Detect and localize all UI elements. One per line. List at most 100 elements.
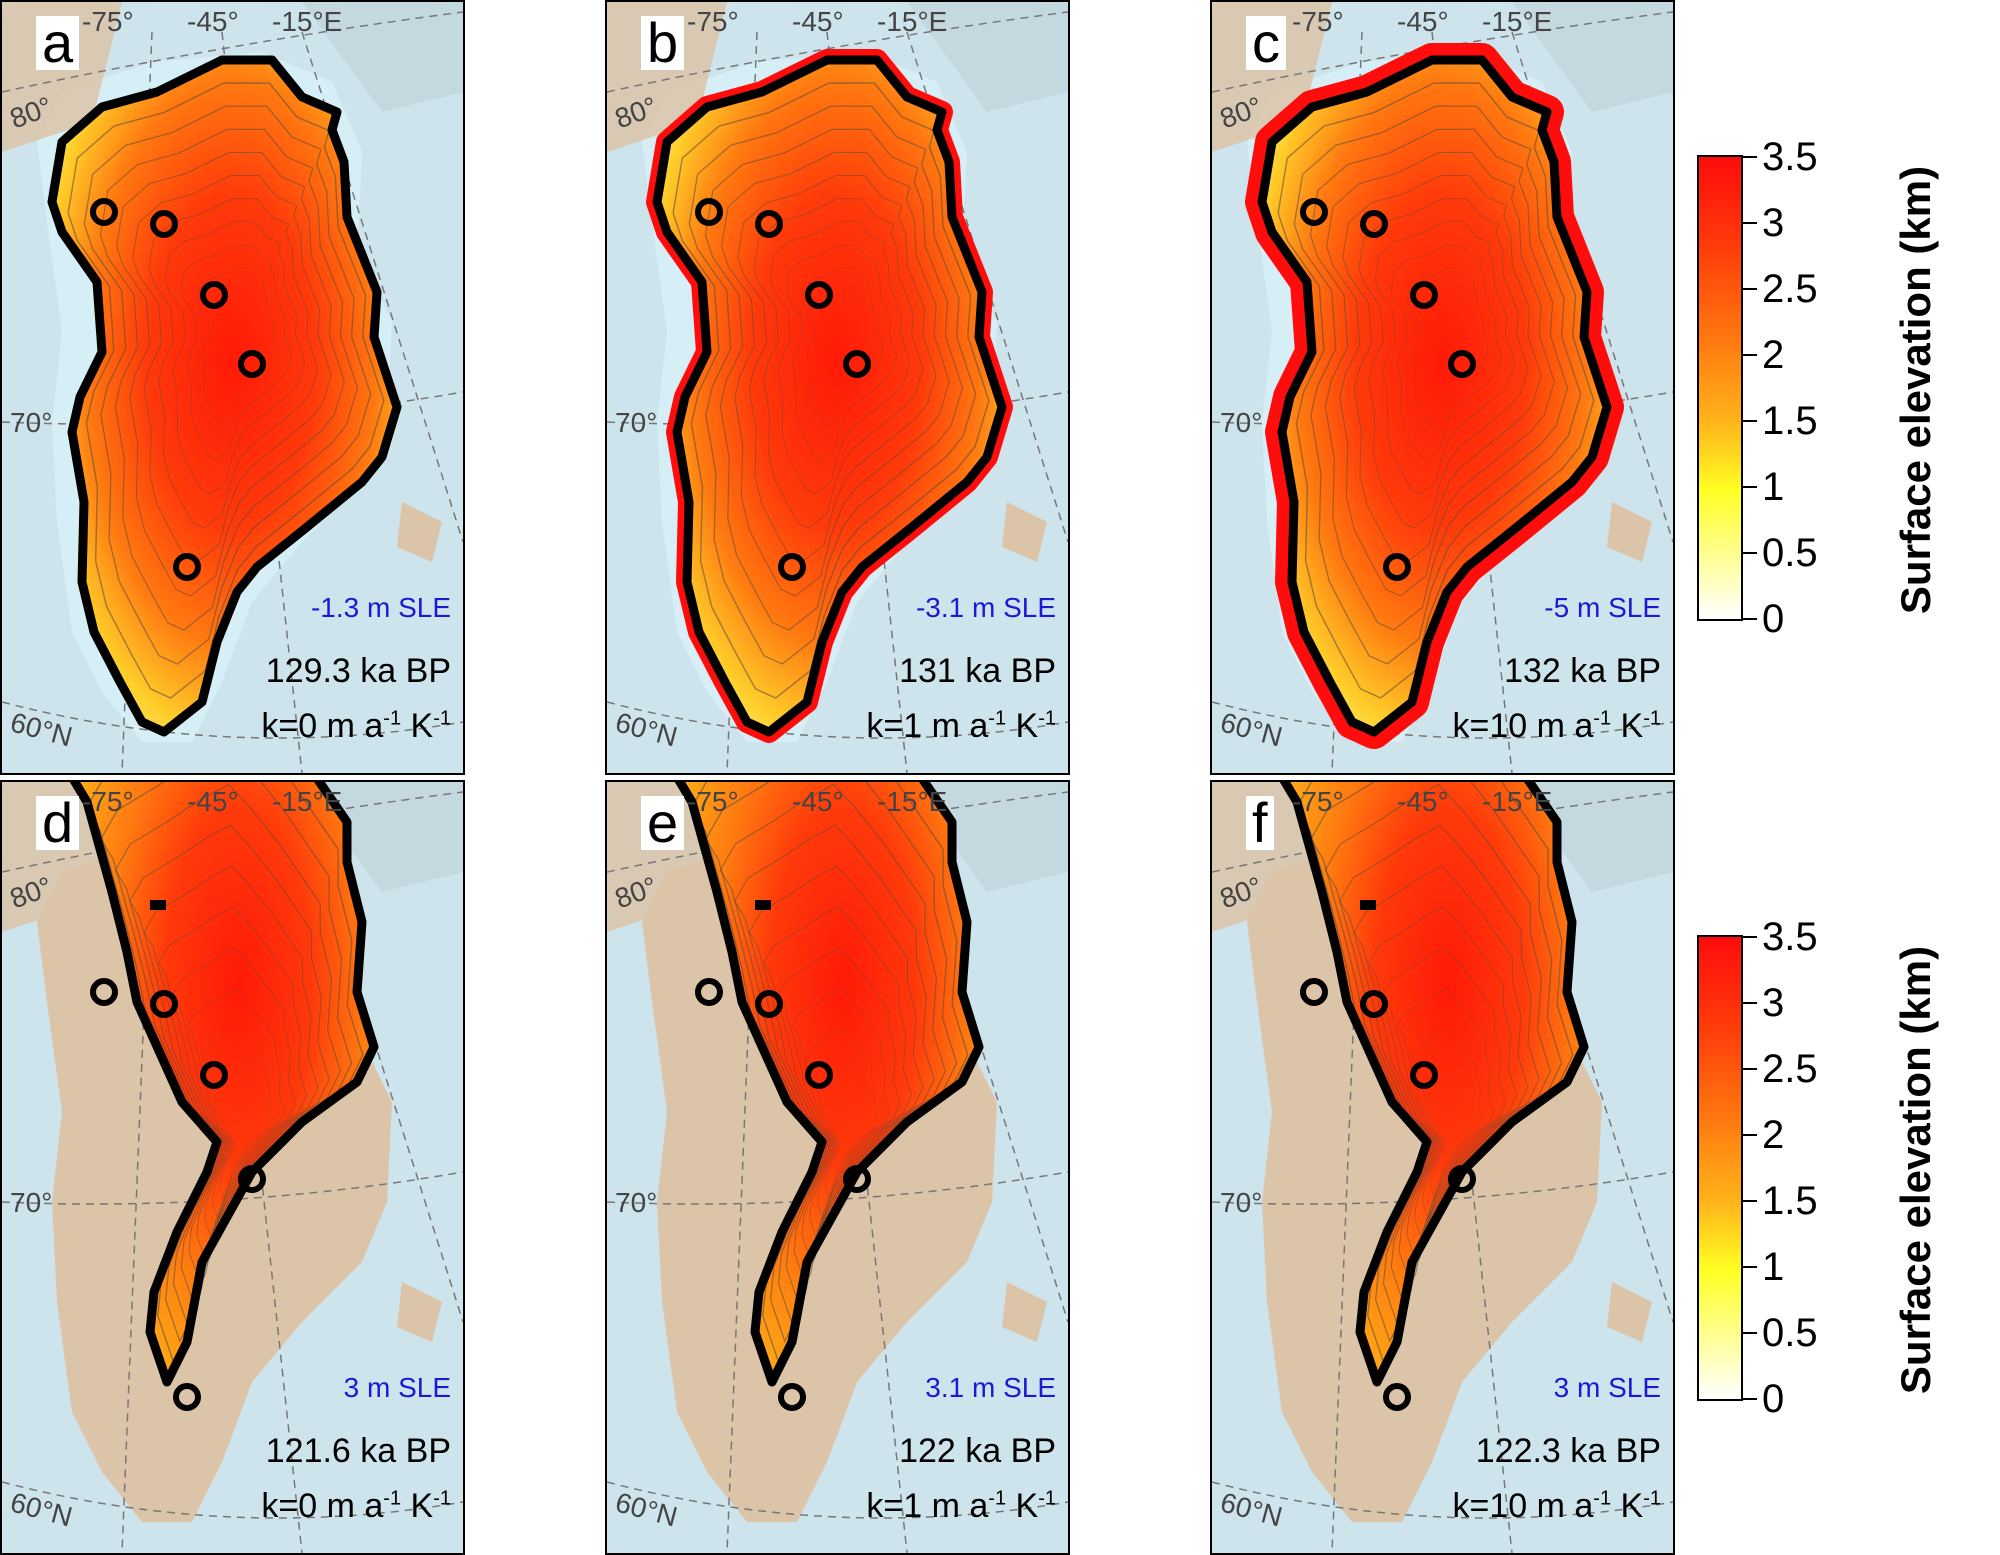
ice-core-site-marker (200, 1061, 228, 1089)
colorbar-tick-label: 2.5 (1762, 1047, 1818, 1091)
ice-sheet-map (607, 782, 1068, 1553)
latitude-label: 70° (1220, 1187, 1263, 1218)
ice-core-site-marker (1360, 210, 1388, 238)
longitude-label: -45° (187, 786, 239, 817)
colorbar-tick (1743, 420, 1757, 422)
ice-core-site-marker (1383, 553, 1411, 581)
sea-level-equivalent: 3.1 m SLE (925, 1372, 1056, 1403)
sea-level-equivalent: 3 m SLE (343, 1372, 451, 1403)
longitude-label: -15°E (272, 786, 343, 817)
panel-label: c (1246, 15, 1286, 71)
longitude-label: -15°E (877, 786, 948, 817)
map-panel-e: -75° -45° -15°E 80° 70° 60°N e 3.1 m SLE 122 ka … (605, 780, 1070, 1555)
ice-core-site-marker (843, 350, 871, 378)
ice-sheet-map (1212, 2, 1673, 773)
longitude-label: -15°E (1482, 786, 1553, 817)
colorbar-tick-label: 1.5 (1762, 1179, 1818, 1223)
longitude-label: -45° (1397, 786, 1449, 817)
longitude-label: -45° (187, 6, 239, 37)
ice-core-site-marker (695, 978, 723, 1006)
colorbar-tick (1743, 222, 1757, 224)
ice-core-site-marker (755, 990, 783, 1018)
panel-label: b (641, 15, 685, 71)
sea-level-equivalent: -5 m SLE (1544, 592, 1661, 623)
colorbar-tick (1743, 1398, 1757, 1400)
panel-label: f (1246, 795, 1274, 851)
longitude-label: -45° (792, 6, 844, 37)
colorbar-tick-label: 1 (1762, 465, 1785, 509)
colorbar-tick-label: 2.5 (1762, 267, 1818, 311)
colorbar-tick (1743, 1332, 1757, 1334)
colorbar-tick-label: 3 (1762, 981, 1785, 1025)
colorbar-tick (1743, 486, 1757, 488)
ice-core-site-marker (778, 1383, 806, 1411)
sea-level-equivalent: 3 m SLE (1553, 1372, 1661, 1403)
longitude-label: -75° (1292, 786, 1344, 817)
ice-core-site-marker (695, 198, 723, 226)
colorbar-tick (1743, 354, 1757, 356)
longitude-label: -75° (1292, 6, 1344, 37)
sea-level-equivalent: -3.1 m SLE (915, 592, 1056, 623)
latitude-label: 70° (1220, 407, 1263, 438)
colorbar-tick (1743, 1068, 1757, 1070)
latitude-label: 70° (615, 1187, 658, 1218)
ice-core-site-marker (1300, 978, 1328, 1006)
longitude-label: -75° (82, 6, 134, 37)
age-label: 121.6 ka BP (265, 1432, 451, 1470)
colorbar-bottom (1697, 935, 1743, 1401)
ice-core-site-marker (150, 990, 178, 1018)
colorbar-tick-label: 2 (1762, 333, 1785, 377)
ice-core-site-marker (1448, 1165, 1476, 1193)
colorbar-tick-label: 1.5 (1762, 399, 1818, 443)
colorbar-tick-label: 3 (1762, 201, 1785, 245)
panel-label: a (36, 15, 80, 71)
longitude-label: -45° (1397, 6, 1449, 37)
age-label: 131 ka BP (899, 652, 1056, 690)
colorbar-title-top: Surface elevation (km) (1892, 165, 1939, 615)
colorbar-tick-label: 0.5 (1762, 1311, 1818, 1355)
colorbar-tick (1743, 936, 1757, 938)
ice-core-site-marker (805, 281, 833, 309)
age-label: 122.3 ka BP (1475, 1432, 1661, 1470)
colorbar-tick-label: 0 (1762, 1377, 1785, 1421)
colorbar-tick (1743, 288, 1757, 290)
panel-label: e (641, 795, 685, 851)
ice-core-site-marker (1300, 198, 1328, 226)
longitude-label: -45° (792, 786, 844, 817)
k-parameter: k=1 m a-1 K-1 (866, 1487, 1056, 1525)
latitude-label: 70° (10, 407, 53, 438)
age-label: 129.3 ka BP (265, 652, 451, 690)
ice-core-site-marker (238, 350, 266, 378)
ice-core-site-marker (173, 1383, 201, 1411)
ice-core-site-marker (1360, 990, 1388, 1018)
k-parameter: k=10 m a-1 K-1 (1452, 1487, 1661, 1525)
ice-core-site-marker (238, 1165, 266, 1193)
colorbar-tick-label: 0 (1762, 597, 1785, 641)
latitude-label: 70° (615, 407, 658, 438)
colorbar-tick (1743, 156, 1757, 158)
map-panel-f: -75° -45° -15°E 80° 70° 60°N f 3 m SLE 122.3 ka … (1210, 780, 1675, 1555)
longitude-label: -15°E (1482, 6, 1553, 37)
colorbar-tick-label: 1 (1762, 1245, 1785, 1289)
colorbar-tick (1743, 1200, 1757, 1202)
longitude-label: -75° (82, 786, 134, 817)
k-parameter: k=10 m a-1 K-1 (1452, 707, 1661, 745)
colorbar-tick-label: 2 (1762, 1113, 1785, 1157)
ice-core-site-marker (755, 210, 783, 238)
colorbar-tick-label: 3.5 (1762, 135, 1818, 179)
ice-core-site-marker (843, 1165, 871, 1193)
colorbar-tick-label: 0.5 (1762, 531, 1818, 575)
age-label: 132 ka BP (1504, 652, 1661, 690)
ice-core-site-marker (1448, 350, 1476, 378)
age-label: 122 ka BP (899, 1432, 1056, 1470)
ice-core-site-marker (90, 198, 118, 226)
ice-sheet-map (607, 2, 1068, 773)
panel-label: d (36, 795, 80, 851)
colorbar-tick (1743, 1134, 1757, 1136)
ice-core-site-marker (805, 1061, 833, 1089)
colorbar-tick (1743, 1002, 1757, 1004)
ice-core-site-marker (200, 281, 228, 309)
colorbar-tick-label: 3.5 (1762, 915, 1818, 959)
colorbar-tick (1743, 1266, 1757, 1268)
longitude-label: -75° (687, 786, 739, 817)
